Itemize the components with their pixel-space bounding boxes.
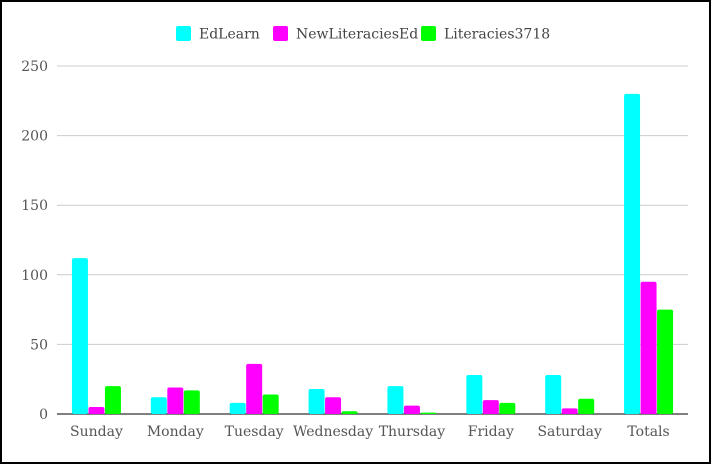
x-axis: Sunday Monday Tuesday Wednesday Thursday Frid… — [70, 424, 670, 440]
y-tick-label: 150 — [21, 198, 48, 214]
legend-swatch-edlearn[interactable] — [176, 26, 191, 41]
bar-newliteraciesed-monday[interactable] — [167, 387, 184, 414]
bar-literacies3718-sunday[interactable] — [104, 386, 121, 414]
x-tick-label: Thursday — [379, 424, 446, 440]
legend-swatch-literacies3718[interactable] — [421, 26, 436, 41]
bar-edlearn-tuesday[interactable] — [229, 402, 246, 414]
bar-newliteraciesed-friday[interactable] — [482, 400, 499, 414]
bar-edlearn-totals[interactable] — [624, 93, 641, 414]
bar-newliteraciesed-wednesday[interactable] — [325, 397, 342, 414]
y-tick-label: 200 — [21, 129, 48, 145]
bar-newliteraciesed-saturday[interactable] — [561, 408, 578, 414]
x-tick-label: Tuesday — [225, 424, 284, 440]
bar-literacies3718-friday[interactable] — [499, 402, 516, 414]
bar-literacies3718-tuesday[interactable] — [262, 394, 279, 414]
y-axis: 0 50 100 150 200 250 — [21, 59, 48, 423]
bar-literacies3718-totals[interactable] — [657, 309, 674, 414]
bar-edlearn-sunday[interactable] — [71, 258, 88, 414]
legend-label-newliteraciesed[interactable]: NewLiteraciesEd — [296, 27, 418, 43]
x-tick-label: Totals — [627, 424, 669, 440]
bar-newliteraciesed-tuesday[interactable] — [246, 363, 263, 414]
bar-edlearn-saturday[interactable] — [545, 375, 562, 414]
bar-newliteraciesed-sunday[interactable] — [88, 407, 105, 414]
x-tick-label: Wednesday — [293, 424, 373, 440]
bar-newliteraciesed-thursday[interactable] — [403, 405, 420, 414]
bars — [71, 93, 674, 414]
y-tick-label: 100 — [21, 268, 48, 284]
y-tick-label: 250 — [21, 59, 48, 75]
bar-literacies3718-monday[interactable] — [183, 390, 200, 414]
x-tick-label: Saturday — [537, 424, 602, 440]
y-tick-label: 50 — [30, 337, 48, 353]
x-tick-label: Monday — [147, 424, 204, 440]
bar-literacies3718-saturday[interactable] — [578, 398, 595, 414]
x-tick-label: Friday — [468, 424, 514, 440]
bar-literacies3718-thursday[interactable] — [420, 412, 437, 414]
y-tick-label: 0 — [39, 407, 48, 423]
legend-swatch-newliteraciesed[interactable] — [273, 26, 288, 41]
legend-label-edlearn[interactable]: EdLearn — [199, 27, 260, 43]
gridlines — [57, 65, 688, 415]
bar-edlearn-friday[interactable] — [466, 375, 483, 414]
bar-edlearn-wednesday[interactable] — [308, 388, 325, 414]
legend-label-literacies3718[interactable]: Literacies3718 — [444, 27, 550, 43]
legend: EdLearn NewLiteraciesEd Literacies3718 — [176, 26, 550, 43]
bar-edlearn-monday[interactable] — [150, 397, 167, 414]
bar-newliteraciesed-totals[interactable] — [640, 281, 657, 414]
x-tick-label: Sunday — [70, 424, 123, 440]
bar-literacies3718-wednesday[interactable] — [341, 411, 358, 414]
bar-edlearn-thursday[interactable] — [387, 386, 404, 414]
